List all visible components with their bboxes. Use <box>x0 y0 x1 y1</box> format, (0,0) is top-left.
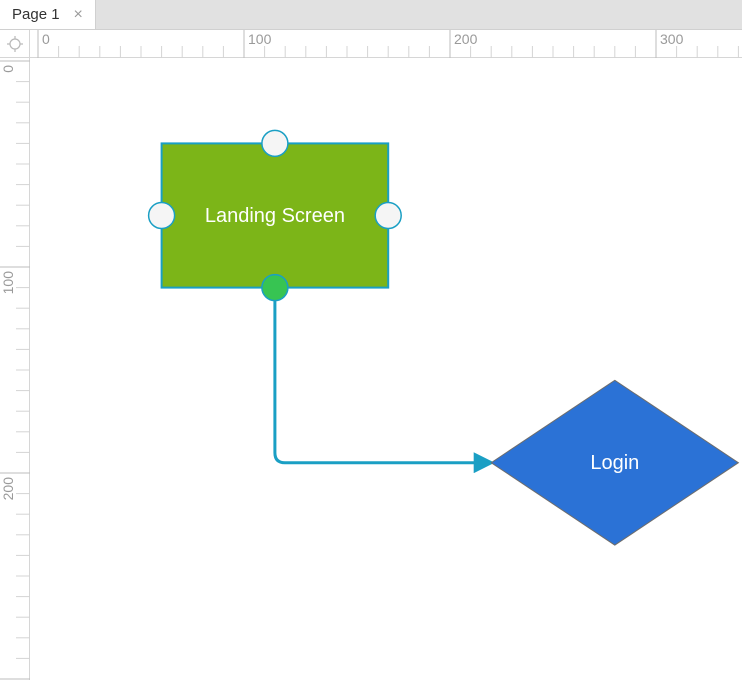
close-icon[interactable]: × <box>74 7 83 23</box>
ruler-h-label: 200 <box>454 31 478 47</box>
ruler-h-label: 300 <box>660 31 684 47</box>
node-node_landing[interactable]: Landing Screen <box>162 143 389 287</box>
ruler-v-label: 0 <box>0 65 16 73</box>
app-root: Page 1 × 0 100 200 300 0 100 200 Landing Scre… <box>0 0 742 680</box>
ruler-v-label: 200 <box>0 477 16 501</box>
ruler-h-label: 0 <box>42 31 50 47</box>
diagram-canvas[interactable]: Landing Screen Login <box>30 58 742 680</box>
edge[interactable] <box>275 288 491 463</box>
selection-handle-bottom[interactable] <box>262 275 288 301</box>
selection-handle-top[interactable] <box>262 130 288 156</box>
node-label: Login <box>590 452 639 474</box>
node-label: Landing Screen <box>205 205 345 227</box>
tab-bar: Page 1 × <box>0 0 742 30</box>
page-tab[interactable]: Page 1 × <box>0 0 96 29</box>
node-node_login[interactable]: Login <box>491 380 738 545</box>
selection-handle-right[interactable] <box>375 203 401 229</box>
page-tab-label: Page 1 <box>12 6 60 23</box>
ruler-h-label: 100 <box>248 31 272 47</box>
selection-handle-left[interactable] <box>149 203 175 229</box>
ruler-v-label: 100 <box>0 271 16 295</box>
vertical-ruler[interactable]: 0 100 200 <box>0 58 30 680</box>
ruler-origin-button[interactable] <box>0 30 30 58</box>
horizontal-ruler[interactable]: 0 100 200 300 <box>30 30 742 58</box>
